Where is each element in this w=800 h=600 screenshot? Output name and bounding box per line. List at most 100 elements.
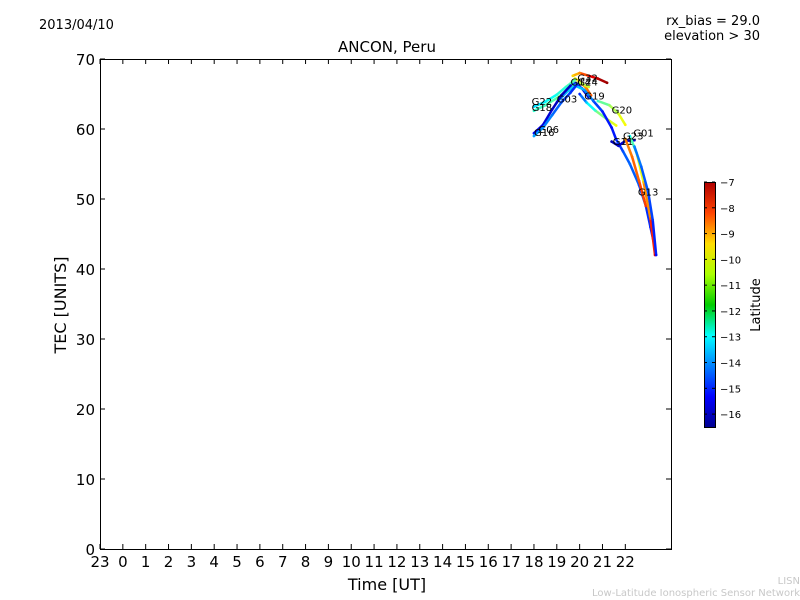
x-tick-label: 3 bbox=[187, 553, 197, 571]
x-tick-label: 15 bbox=[456, 553, 475, 571]
trace-segment bbox=[564, 84, 577, 94]
x-tick-label: 10 bbox=[342, 553, 361, 571]
trace-segment bbox=[532, 123, 545, 135]
trace-segment bbox=[541, 113, 554, 129]
data-point bbox=[585, 101, 588, 104]
y-axis-title: TEC [UNITS] bbox=[51, 257, 70, 355]
colorbar-ticks: −7 −8 −9 −10 −11 −12 −13 −14 −15 −16 bbox=[704, 178, 741, 421]
x-tick-label: 21 bbox=[593, 553, 612, 571]
satellite-label: G19 bbox=[584, 92, 604, 103]
x-tick-label: 6 bbox=[255, 553, 265, 571]
watermark-line2: Low-Latitude Ionospheric Sensor Network bbox=[592, 588, 800, 599]
trace-segment bbox=[550, 94, 563, 111]
data-point bbox=[569, 84, 572, 87]
trace-segment bbox=[532, 126, 545, 138]
data-point bbox=[532, 105, 536, 108]
data-point bbox=[592, 99, 595, 103]
colorbar-title: Latitude bbox=[749, 278, 764, 332]
satellite-label: G23 bbox=[623, 132, 643, 143]
trace-segment bbox=[587, 74, 600, 80]
x-axis: 23 0 1 2 3 4 5 6 7 8 9 10 11 12 13 14 15 16 17 18 19 20 21 22 bbox=[90, 59, 635, 571]
x-tick-label: 4 bbox=[209, 553, 219, 571]
x-tick-label: 8 bbox=[301, 553, 311, 571]
series-g23 bbox=[624, 137, 648, 208]
data-point bbox=[654, 253, 658, 257]
data-point bbox=[571, 74, 575, 78]
trace-segment bbox=[564, 78, 577, 89]
y-tick-label: 70 bbox=[76, 51, 95, 69]
x-tick-label: 20 bbox=[570, 553, 589, 571]
plot-frame bbox=[100, 59, 672, 550]
satellite-label: G14 bbox=[571, 78, 591, 89]
trace-segment bbox=[560, 84, 572, 97]
trace-segment bbox=[596, 99, 611, 107]
data-point bbox=[637, 179, 641, 183]
colorbar: −7 −8 −9 −10 −11 −12 −13 −14 −15 −16 Latitude bbox=[704, 178, 764, 428]
series-g06 bbox=[532, 84, 572, 135]
data-point bbox=[644, 204, 648, 208]
data-point bbox=[555, 96, 559, 100]
series-g16 bbox=[532, 82, 579, 138]
data-point bbox=[624, 137, 627, 141]
trace-segment bbox=[596, 77, 609, 85]
data-point bbox=[649, 217, 652, 220]
data-point bbox=[582, 88, 586, 92]
trace-segment bbox=[640, 165, 650, 194]
data-point bbox=[564, 85, 568, 89]
x-tick-label: 18 bbox=[524, 553, 543, 571]
x-tick-label: 16 bbox=[479, 553, 498, 571]
satellite-label: G20 bbox=[612, 106, 632, 117]
data-point bbox=[614, 138, 618, 141]
watermark-line1: LISN bbox=[777, 576, 800, 587]
trace-segment bbox=[555, 85, 568, 96]
x-tick-label: 22 bbox=[616, 553, 635, 571]
y-tick-label: 10 bbox=[76, 471, 95, 489]
satellite-label: G13 bbox=[638, 188, 658, 199]
data-point bbox=[532, 109, 536, 113]
data-point bbox=[594, 109, 597, 113]
data-point bbox=[544, 100, 547, 103]
satellite-label: G16 bbox=[534, 128, 554, 139]
trace-segment bbox=[578, 92, 588, 104]
data-point bbox=[617, 112, 620, 115]
x-tick-label: 7 bbox=[278, 553, 288, 571]
colorbar-gradient bbox=[704, 182, 716, 428]
chart-title: ANCON, Peru bbox=[338, 38, 436, 56]
colorbar-tick-label: −8 bbox=[720, 204, 735, 215]
x-tick-label: 2 bbox=[164, 553, 174, 571]
trace-segment bbox=[560, 91, 572, 104]
data-point bbox=[576, 82, 579, 86]
trace-segment bbox=[544, 93, 559, 103]
colorbar-tick-label: −9 bbox=[720, 230, 735, 241]
trace-segment bbox=[651, 218, 658, 257]
colorbar-tick-label: −7 bbox=[720, 178, 735, 189]
data-point bbox=[601, 110, 604, 113]
data-point bbox=[560, 94, 563, 97]
data-point bbox=[587, 85, 591, 89]
series-g32 bbox=[571, 71, 609, 85]
satellite-label: G22 bbox=[532, 97, 552, 108]
data-point bbox=[651, 218, 655, 222]
trace-segment bbox=[550, 101, 563, 117]
data-point bbox=[608, 103, 611, 107]
x-tick-label: 14 bbox=[433, 553, 452, 571]
trace-segment bbox=[646, 190, 654, 222]
data-point bbox=[578, 92, 581, 96]
data-point bbox=[630, 155, 634, 159]
colorbar-tick-label: −11 bbox=[720, 281, 741, 292]
trace-segment bbox=[637, 179, 648, 208]
elevation-label: elevation > 30 bbox=[664, 29, 760, 44]
data-point bbox=[578, 81, 581, 85]
trace-segment bbox=[633, 145, 643, 169]
trace-segment bbox=[532, 100, 547, 108]
data-point bbox=[610, 126, 613, 129]
x-tick-label: 23 bbox=[90, 553, 109, 571]
series-g20 bbox=[596, 99, 627, 127]
rx-bias-label: rx_bias = 29.0 bbox=[666, 14, 760, 29]
data-point bbox=[596, 99, 600, 103]
data-point bbox=[624, 123, 627, 127]
trace-segment bbox=[585, 87, 593, 97]
trace-segment bbox=[621, 150, 632, 166]
x-tick-label: 19 bbox=[547, 553, 566, 571]
